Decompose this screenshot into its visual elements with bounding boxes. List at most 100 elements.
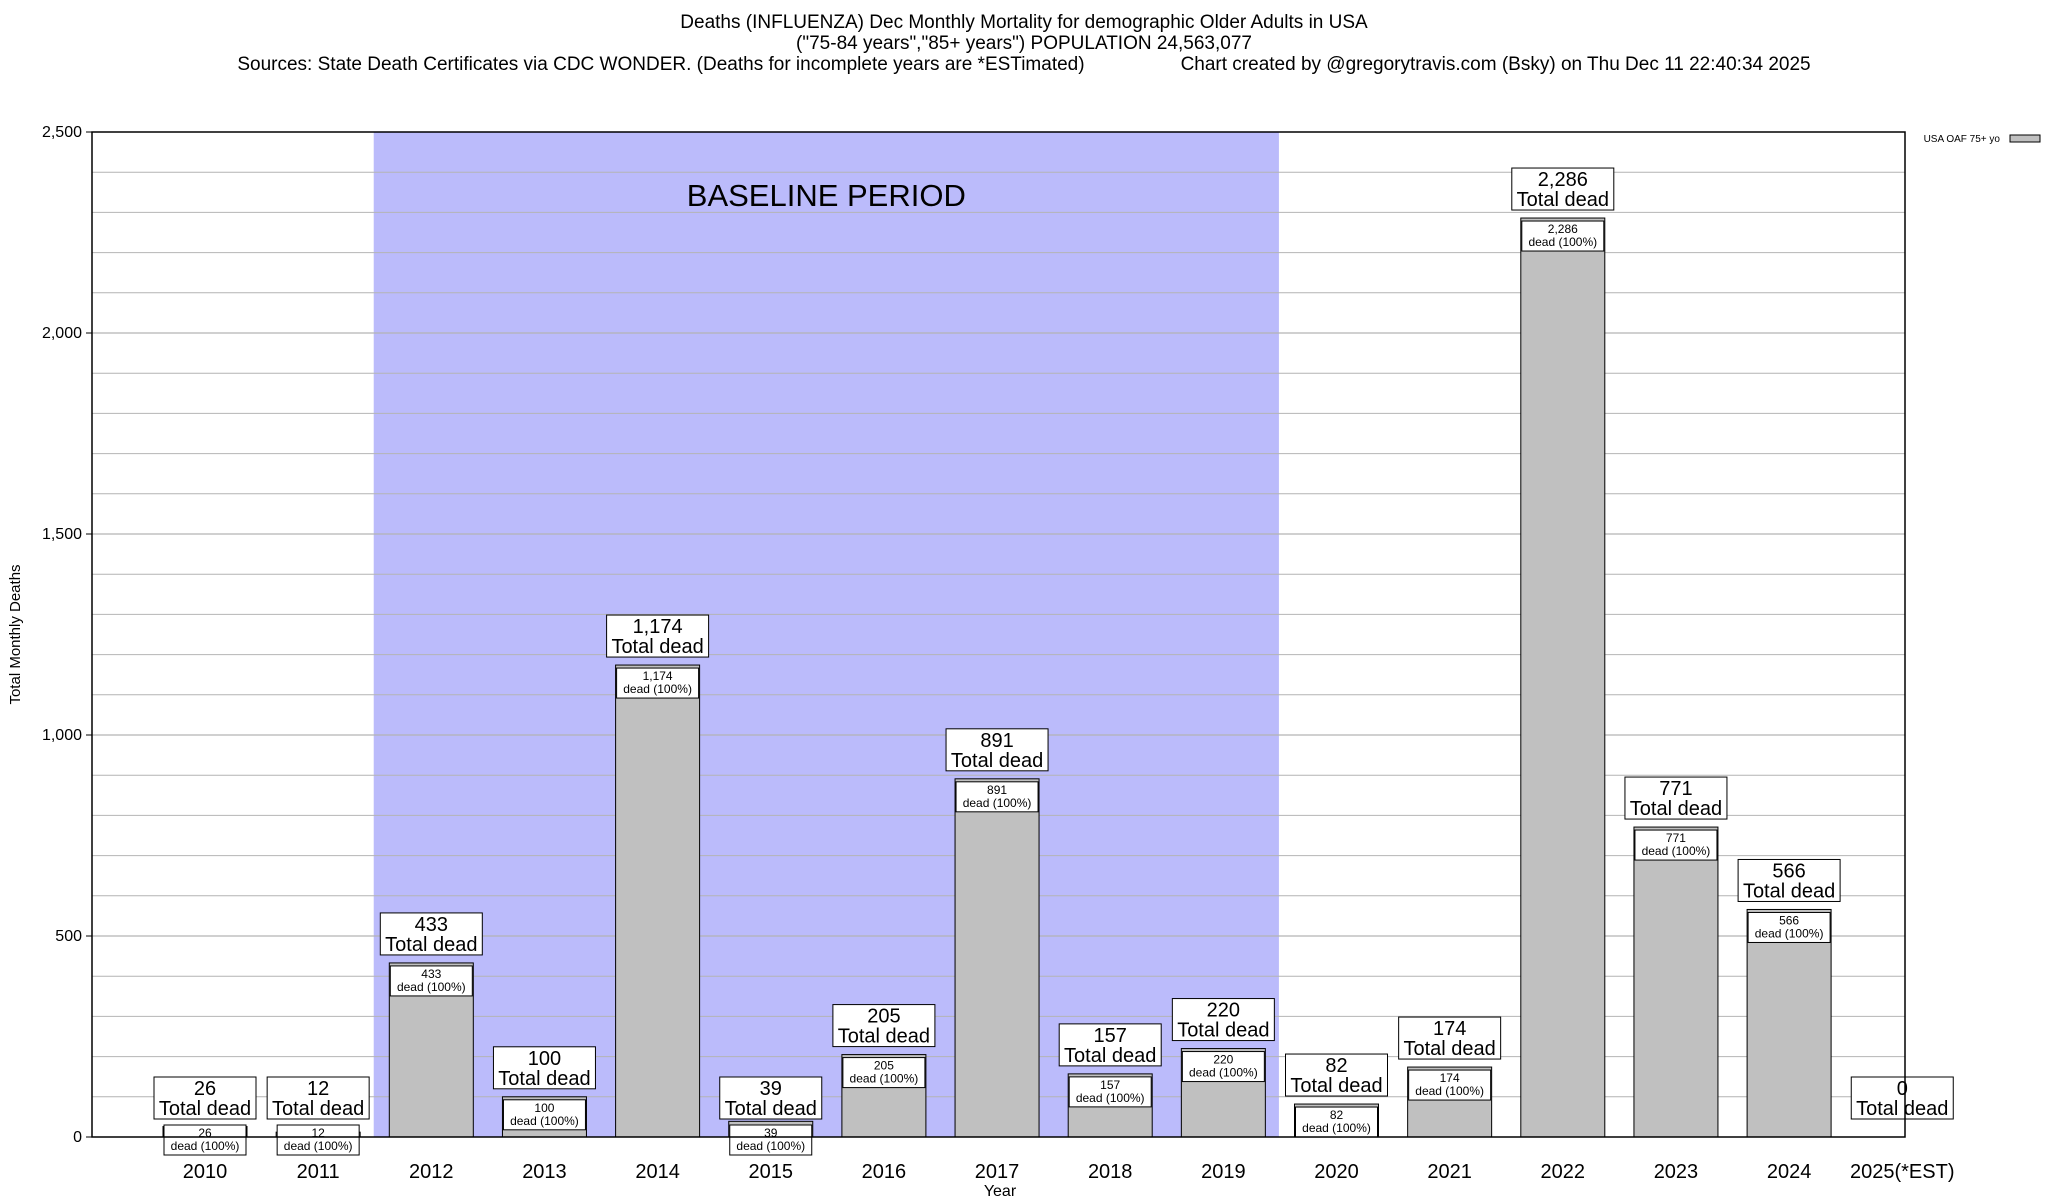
inner-percent-text: dead (100%)	[1642, 844, 1711, 858]
total-label-box	[492, 1046, 596, 1090]
x-tick-label: 2019	[1201, 1161, 1246, 1183]
inner-percent-text: dead (100%)	[623, 682, 692, 696]
total-label-box	[945, 728, 1049, 772]
inner-value-text: 891	[987, 783, 1007, 797]
total-label-box	[719, 1076, 823, 1120]
baseline-band-layer: BASELINE PERIOD	[373, 132, 1279, 1137]
inner-percent-text: dead (100%)	[850, 1072, 919, 1086]
inner-value-text: 12	[311, 1126, 325, 1140]
inner-label-box	[1408, 1069, 1492, 1101]
inner-label-box	[1521, 220, 1605, 252]
inner-percent-text: dead (100%)	[510, 1114, 579, 1128]
chart-subtitle: ("75-84 years","85+ years") POPULATION 2…	[796, 33, 1252, 54]
x-tick-label: 2022	[1541, 1161, 1586, 1183]
total-value-text: 771	[1659, 778, 1692, 800]
plot-frame	[91, 131, 1906, 1138]
total-dead-text: Total dead	[1290, 1075, 1382, 1097]
inner-value-text: 1,174	[643, 669, 673, 683]
y-tick-label: 0	[73, 1129, 82, 1146]
total-dead-text: Total dead	[1630, 798, 1722, 820]
inner-percent-text: dead (100%)	[171, 1139, 240, 1153]
inner-value-text: 566	[1779, 913, 1799, 927]
total-dead-text: Total dead	[1064, 1045, 1156, 1067]
x-axis-title: Year	[984, 1183, 1017, 1200]
total-dead-text: Total dead	[1404, 1038, 1496, 1060]
total-value-text: 12	[307, 1078, 329, 1100]
chart-credit: Chart created by @gregorytravis.com (Bsk…	[1180, 54, 1811, 75]
inner-value-text: 2,286	[1548, 222, 1578, 236]
total-value-text: 26	[194, 1078, 216, 1100]
total-label-box	[379, 912, 483, 956]
total-label-box	[1058, 1023, 1162, 1067]
y-tick-label: 2,000	[42, 325, 82, 342]
total-value-text: 566	[1772, 860, 1805, 882]
total-label-box	[1737, 858, 1841, 902]
inner-label-box	[842, 1057, 926, 1089]
bar	[1520, 217, 1606, 1138]
inner-value-text: 433	[421, 967, 441, 981]
total-dead-text: Total dead	[1743, 880, 1835, 902]
bar	[1633, 826, 1719, 1138]
inner-percent-text: dead (100%)	[1076, 1091, 1145, 1105]
total-value-text: 1,174	[633, 616, 683, 638]
total-value-text: 82	[1325, 1055, 1347, 1077]
x-tick-label: 2012	[409, 1161, 454, 1183]
inner-label-box	[616, 667, 700, 699]
total-label-box	[153, 1076, 257, 1120]
legend-swatch	[2009, 134, 2041, 143]
x-tick-label: 2023	[1654, 1161, 1699, 1183]
x-tick-label: 2015	[749, 1161, 794, 1183]
x-tick-label: 2013	[522, 1161, 567, 1183]
inner-value-text: 26	[198, 1126, 212, 1140]
bar	[1746, 908, 1832, 1138]
inner-label-box	[1747, 911, 1831, 943]
chart-header: Deaths (INFLUENZA) Dec Monthly Mortality…	[0, 12, 2048, 75]
bar	[615, 664, 701, 1138]
inner-value-text: 771	[1666, 831, 1686, 845]
y-tick-label: 1,500	[42, 526, 82, 543]
inner-value-text: 220	[1213, 1053, 1233, 1067]
inner-value-text: 205	[874, 1059, 894, 1073]
legend-label: USA OAF 75+ yo	[1924, 134, 2001, 145]
inner-label-box	[729, 1124, 813, 1156]
total-label-box	[1171, 998, 1275, 1042]
total-label-box	[1285, 1053, 1388, 1097]
x-tick-label: 2021	[1427, 1161, 1472, 1183]
total-value-text: 157	[1094, 1025, 1127, 1047]
x-tick-label: 2017	[975, 1161, 1020, 1183]
baseline-label: BASELINE PERIOD	[687, 178, 966, 213]
total-value-text: 205	[867, 1006, 900, 1028]
total-value-text: 2,286	[1538, 169, 1588, 191]
inner-label-box	[1181, 1051, 1265, 1083]
total-dead-text: Total dead	[838, 1026, 930, 1048]
total-dead-text: Total dead	[725, 1098, 817, 1120]
chart-sources: Sources: State Death Certificates via CD…	[237, 54, 1085, 75]
total-label-box	[1624, 776, 1728, 820]
inner-percent-text: dead (100%)	[1528, 235, 1597, 249]
inner-percent-text: dead (100%)	[284, 1139, 353, 1153]
total-value-text: 100	[528, 1048, 561, 1070]
x-tick-label: 2011	[297, 1161, 340, 1183]
x-tick-label: 2014	[635, 1161, 680, 1183]
chart-title: Deaths (INFLUENZA) Dec Monthly Mortality…	[680, 12, 1368, 33]
total-value-text: 433	[415, 914, 448, 936]
